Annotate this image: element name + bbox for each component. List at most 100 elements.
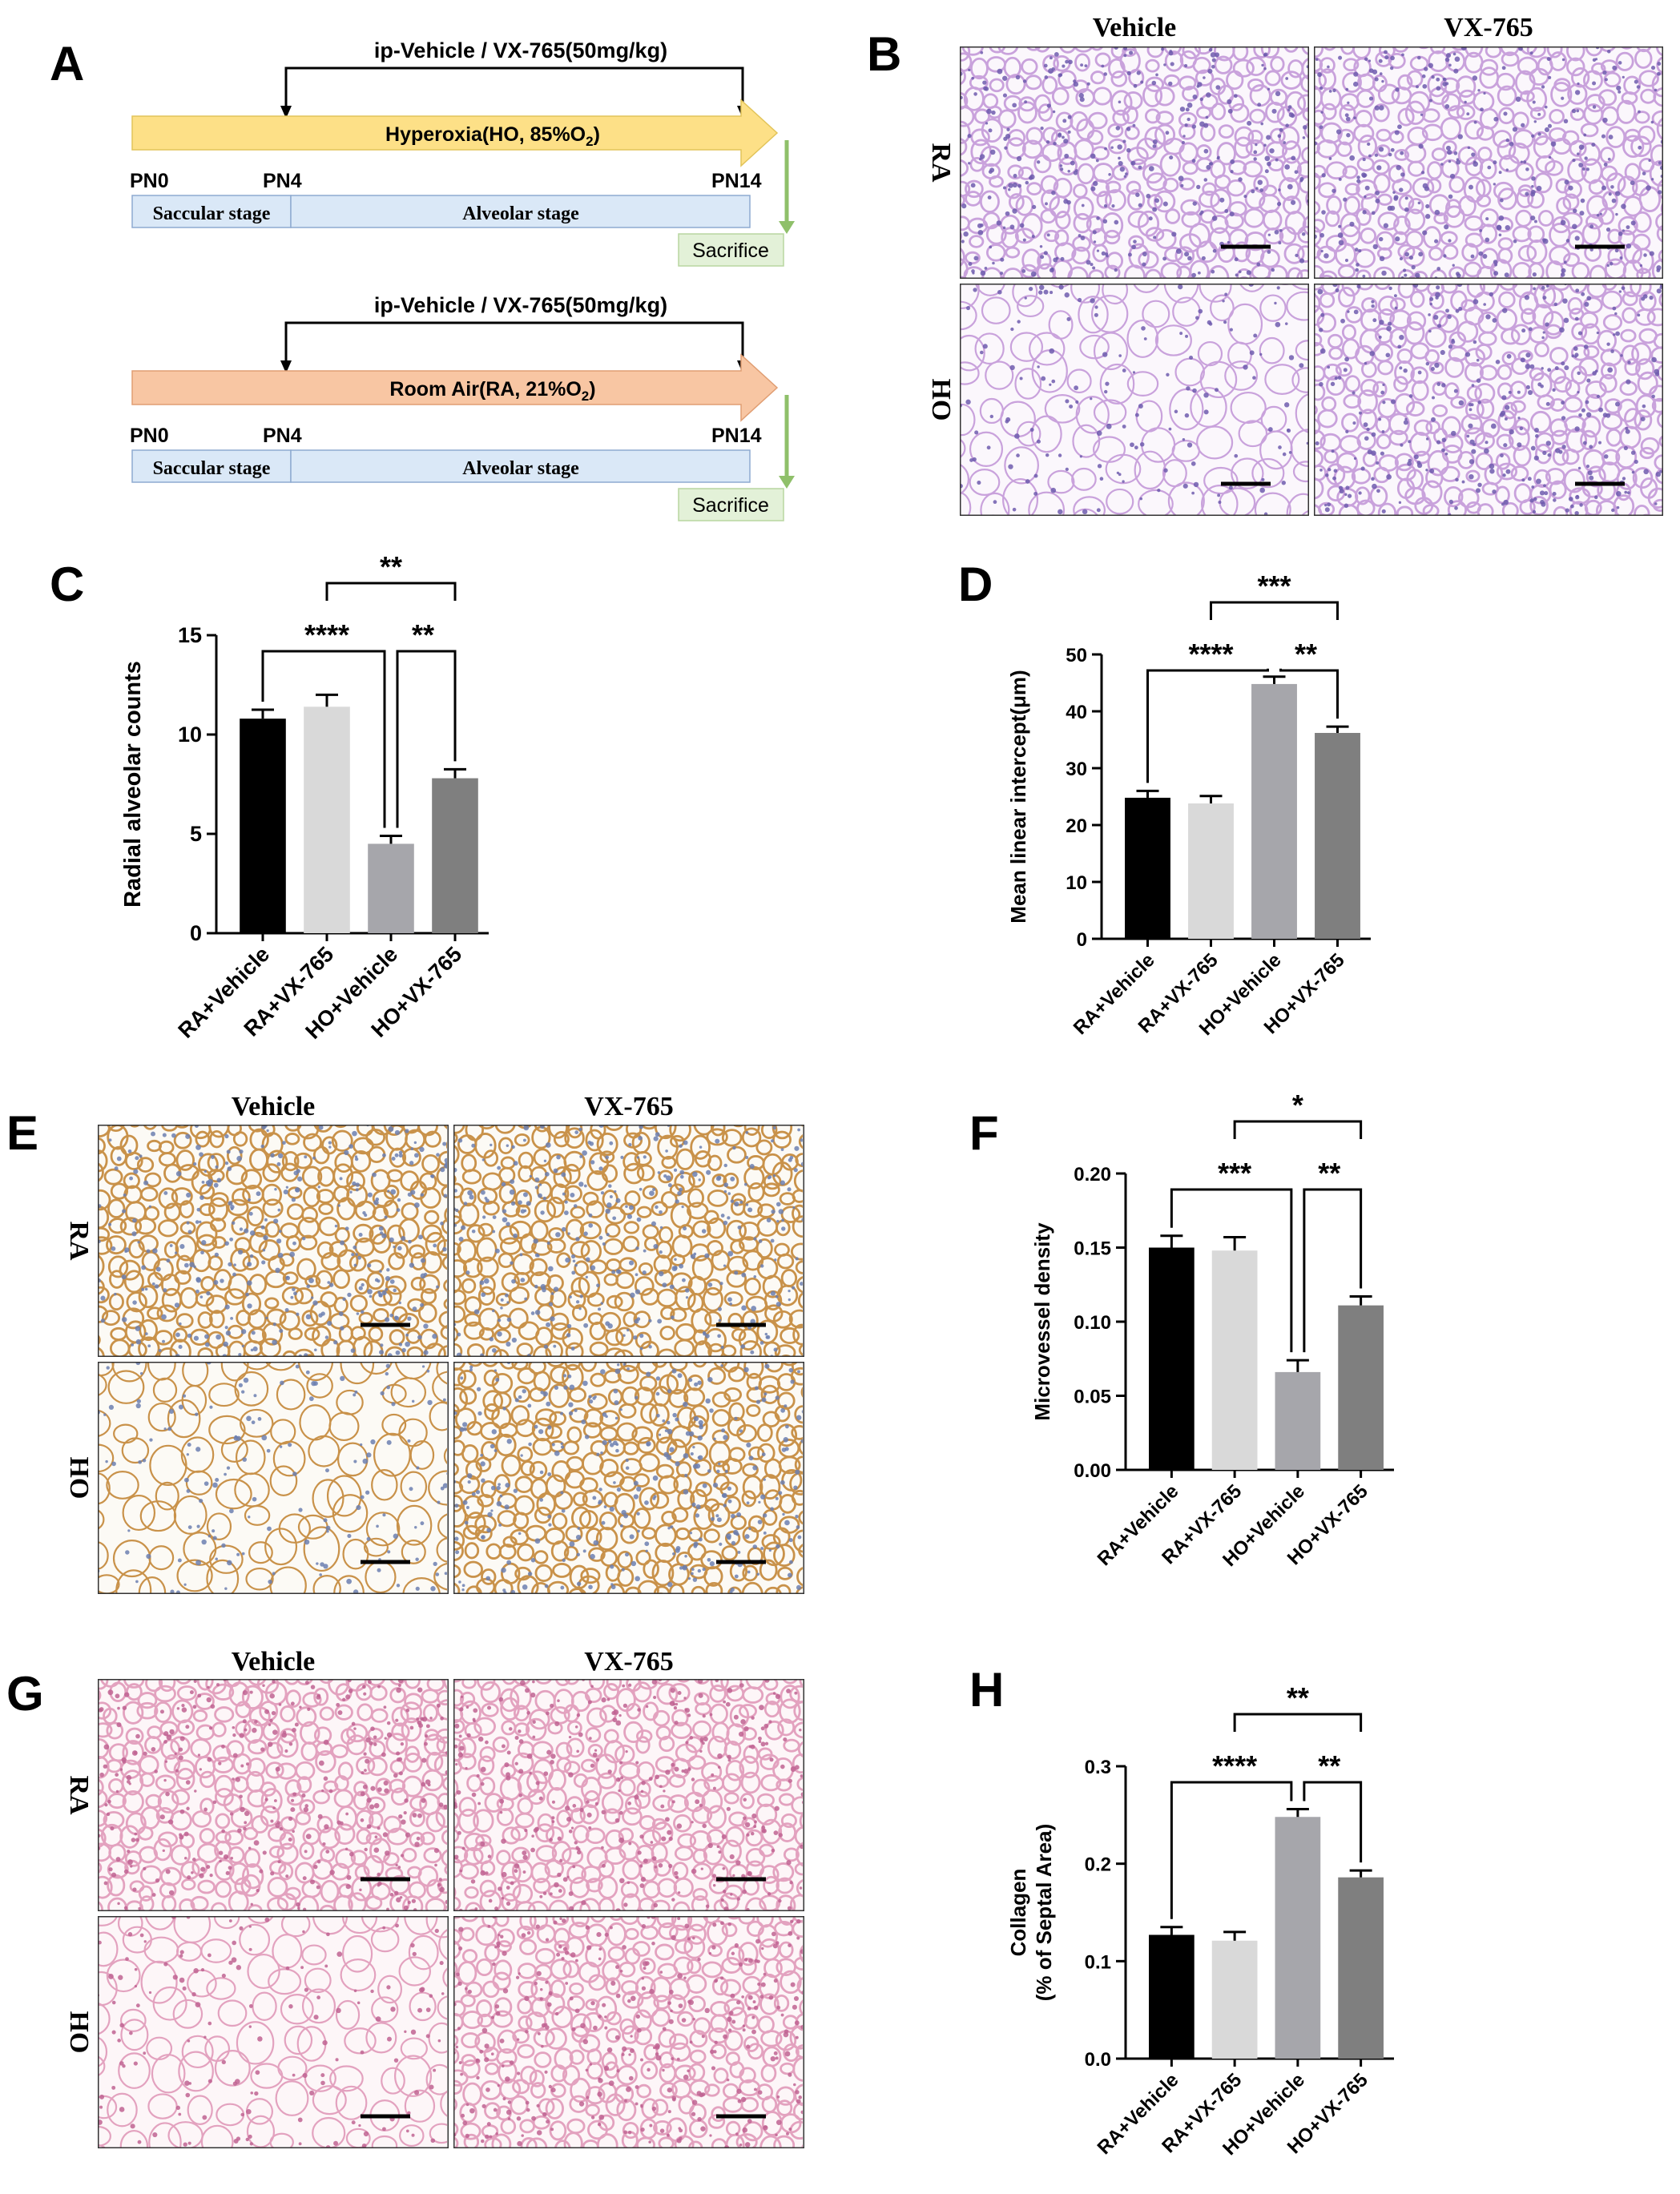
condition-arrow (131, 353, 779, 422)
significance-bracket (1303, 1781, 1363, 1863)
significance-bracket (1233, 1120, 1363, 1139)
bar-ho-vx-765 (1338, 1305, 1384, 1470)
y-tick-label: 0 (1077, 929, 1087, 951)
significance-label: ** (1287, 1681, 1309, 1714)
timeline-room-air: ip-Vehicle / VX-765(50mg/kg) Room Air(RA… (130, 293, 795, 521)
bar-ra-vx-765 (1211, 1250, 1258, 1470)
panel-letter-d: D (958, 558, 993, 611)
y-tick-label: 0.10 (1074, 1312, 1111, 1334)
condition-arrow (131, 99, 779, 167)
condition-label: Room Air(RA, 21%O2) (389, 378, 595, 404)
y-tick-label: 30 (1066, 759, 1087, 780)
significance-bracket (261, 650, 386, 828)
micrograph-image (453, 1362, 804, 1594)
sacrifice-box (678, 488, 784, 521)
stage-saccular-label: Saccular stage (153, 458, 271, 479)
micrograph-image (453, 1679, 804, 1911)
y-tick-label: 0.1 (1085, 1951, 1111, 1973)
y-axis-label: Mean linear intercept(μm) (1006, 670, 1030, 923)
y-axis-label: Collagen (1006, 1869, 1030, 1957)
significance-bracket (1210, 601, 1339, 620)
pn-start: PN0 (130, 425, 169, 447)
micrograph-row-label: RA (926, 143, 956, 183)
y-tick-label: 10 (178, 723, 202, 747)
treatment-label: ip-Vehicle / VX-765(50mg/kg) (374, 293, 667, 317)
pn-mid: PN4 (263, 425, 302, 447)
micrograph-column-label: VX-765 (584, 1092, 673, 1121)
micrograph-column-label: VX-765 (1444, 13, 1533, 42)
micrograph-row-label: HO (64, 2011, 94, 2054)
significance-label: *** (1218, 1157, 1251, 1190)
micrograph-image (1314, 284, 1663, 516)
y-tick-label: 0.3 (1085, 1757, 1111, 1778)
y-tick-label: 0.2 (1085, 1854, 1111, 1876)
treatment-bracket (284, 321, 744, 367)
y-tick-label: 0.00 (1074, 1460, 1111, 1482)
significance-bracket (1146, 668, 1269, 783)
y-axis-label-line2: (% of Septal Area) (1032, 1824, 1056, 2002)
significance-label: * (1292, 1089, 1303, 1121)
micrograph-grid-b: Vehicle VX-765 RA HO (926, 13, 1663, 516)
pn-end: PN14 (711, 425, 762, 447)
bar-ho-vehicle (368, 843, 414, 933)
micrograph-row-label: HO (64, 1457, 94, 1500)
micrograph-image (453, 1125, 804, 1357)
stage-alveolar-label: Alveolar stage (462, 203, 579, 224)
pn-mid: PN4 (263, 170, 302, 192)
pn-start: PN0 (130, 170, 169, 192)
y-tick-label: 0.0 (1085, 2049, 1111, 2071)
y-tick-label: 5 (190, 822, 202, 846)
significance-label: ** (1295, 638, 1317, 670)
panel-letter-g: G (6, 1667, 44, 1721)
y-axis-label: Radial alveolar counts (120, 661, 146, 908)
panel-letter-a: A (50, 37, 84, 91)
y-tick-label: 20 (1066, 815, 1087, 837)
micrograph-row-label: RA (64, 1775, 94, 1815)
significance-bracket (325, 582, 457, 601)
panel-letter-c: C (50, 558, 84, 611)
significance-label: ** (380, 550, 402, 583)
panel-letter-f: F (969, 1106, 999, 1160)
micrograph-column-label: Vehicle (232, 1092, 316, 1121)
stage-alveolar (290, 195, 751, 228)
y-tick-label: 50 (1066, 645, 1087, 666)
sacrifice-box (678, 233, 784, 267)
micrograph-column-label: VX-765 (584, 1647, 673, 1677)
treatment-label: ip-Vehicle / VX-765(50mg/kg) (374, 38, 667, 62)
bar-ra-vehicle (240, 719, 286, 933)
bar-ho-vehicle (1251, 683, 1297, 939)
panel-letter-e: E (6, 1106, 38, 1160)
significance-label: ** (1318, 1157, 1340, 1190)
micrograph-grid-e: Vehicle VX-765 RA HO (64, 1092, 804, 1594)
micrograph-column-label: Vehicle (1093, 13, 1177, 42)
significance-bracket (1233, 1713, 1363, 1732)
sacrifice-arrow-head (779, 221, 795, 234)
micrograph-image (98, 1679, 449, 1911)
micrograph-image (960, 46, 1309, 279)
micrograph-image (98, 1125, 449, 1357)
bar-ho-vx-765 (1338, 1877, 1384, 2059)
bar-ho-vx-765 (1315, 732, 1360, 939)
micrograph-image (98, 1362, 449, 1594)
y-tick-label: 40 (1066, 702, 1087, 723)
y-axis-label: Microvessel density (1030, 1222, 1054, 1421)
significance-label: **** (304, 618, 349, 651)
micrograph-image (453, 1916, 804, 2148)
bar-ra-vehicle (1125, 797, 1170, 939)
significance-label: ** (1318, 1749, 1340, 1782)
sacrifice-label: Sacrifice (692, 240, 769, 262)
bar-ra-vx-765 (1188, 803, 1234, 939)
significance-label: *** (1257, 570, 1291, 602)
bar-ho-vehicle (1275, 1371, 1321, 1470)
sacrifice-label: Sacrifice (692, 494, 769, 517)
micrograph-image (98, 1916, 449, 2148)
y-tick-label: 10 (1066, 872, 1087, 894)
timeline-hyperoxia: ip-Vehicle / VX-765(50mg/kg) Hyperoxia(H… (130, 38, 795, 267)
significance-label: ** (412, 618, 434, 651)
bar-ho-vehicle (1275, 1817, 1321, 2059)
micrograph-row-label: HO (926, 379, 956, 421)
